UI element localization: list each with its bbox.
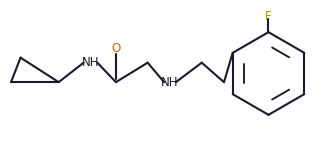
Text: NH: NH <box>82 56 99 69</box>
Text: O: O <box>111 42 121 55</box>
Text: NH: NH <box>161 76 179 89</box>
Text: F: F <box>265 10 272 23</box>
